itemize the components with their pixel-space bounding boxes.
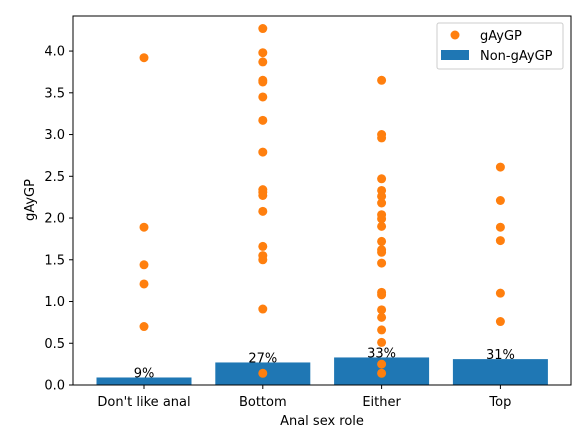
x-axis: Don't like anal Bottom Either Top xyxy=(97,385,511,410)
x-tick-label-0: Don't like anal xyxy=(97,395,190,410)
scatter-point-0-1 xyxy=(139,222,149,232)
scatter-point-3-3 xyxy=(495,236,505,246)
legend-label-gaygp: gAyGP xyxy=(480,29,522,44)
scatter-point-3-4 xyxy=(495,288,505,298)
y-tick-label-6: 3.0 xyxy=(44,128,65,143)
bar-value-label-1: 27% xyxy=(248,351,277,366)
scatter-point-1-16 xyxy=(258,368,268,378)
scatter-point-2-3 xyxy=(377,174,387,184)
legend-marker-non-gaygp xyxy=(441,50,469,60)
y-axis-label: gAyGP xyxy=(23,179,38,221)
scatter-point-2-6 xyxy=(377,198,387,208)
scatter-point-2-0 xyxy=(377,75,387,85)
scatter-point-3-5 xyxy=(495,317,505,327)
scatter-point-2-12 xyxy=(377,247,387,257)
scatter-point-0-3 xyxy=(139,279,149,289)
scatter-point-2-19 xyxy=(377,337,387,347)
scatter-point-1-4 xyxy=(258,77,268,87)
scatter-point-2-18 xyxy=(377,325,387,335)
scatter-point-1-15 xyxy=(258,304,268,314)
scatter-point-1-2 xyxy=(258,57,268,67)
legend-marker-gaygp xyxy=(450,30,460,40)
legend: gAyGP Non-gAyGP xyxy=(436,22,564,70)
scatter-point-2-5 xyxy=(377,191,387,201)
scatter-point-1-7 xyxy=(258,147,268,157)
scatter-point-2-20 xyxy=(377,359,387,369)
scatter-point-2-17 xyxy=(377,312,387,322)
scatter-point-1-12 xyxy=(258,241,268,251)
scatter-series xyxy=(139,24,505,378)
scatter-point-0-0 xyxy=(139,53,149,63)
scatter-point-3-1 xyxy=(495,196,505,205)
scatter-point-2-2 xyxy=(377,133,387,143)
legend-label-non-gaygp: Non-gAyGP xyxy=(480,49,553,64)
scatter-point-2-8 xyxy=(377,214,387,224)
x-axis-label: Anal sex role xyxy=(280,414,364,429)
y-tick-label-8: 4.0 xyxy=(44,45,65,60)
scatter-point-1-1 xyxy=(258,48,268,58)
scatter-point-1-10 xyxy=(258,190,268,200)
scatter-point-2-13 xyxy=(377,258,387,268)
y-tick-label-7: 3.5 xyxy=(44,86,65,101)
x-tick-label-2: Either xyxy=(362,395,401,410)
scatter-point-2-15 xyxy=(377,290,387,300)
scatter-point-0-4 xyxy=(139,322,149,332)
scatter-point-2-16 xyxy=(377,305,387,315)
scatter-point-1-6 xyxy=(258,115,268,125)
scatter-point-2-9 xyxy=(377,221,387,231)
y-tick-label-2: 1.0 xyxy=(44,295,65,310)
scatter-point-2-10 xyxy=(377,236,387,246)
scatter-point-1-5 xyxy=(258,92,268,102)
scatter-point-3-0 xyxy=(495,162,505,172)
bar-value-label-0: 9% xyxy=(134,366,155,381)
plot-frame xyxy=(72,15,572,386)
x-tick-label-1: Bottom xyxy=(239,395,287,410)
scatter-point-3-2 xyxy=(495,222,505,232)
scatter-point-2-21 xyxy=(377,368,387,378)
bar-value-label-3: 31% xyxy=(486,348,515,363)
bar-0 xyxy=(96,377,192,385)
scatter-point-1-14 xyxy=(258,255,268,265)
scatter-point-1-0 xyxy=(258,24,268,34)
scatter-point-0-2 xyxy=(139,260,149,270)
bar-3 xyxy=(452,359,548,385)
y-tick-label-4: 2.0 xyxy=(44,212,65,227)
bar-value-label-2: 33% xyxy=(367,346,396,361)
y-tick-label-0: 0.0 xyxy=(44,379,65,394)
bar-labels: 9% 27% 33% 31% xyxy=(134,346,515,381)
scatter-point-1-11 xyxy=(258,206,268,216)
y-axis: 0.0 0.5 1.0 1.5 2.0 2.5 3.0 3.5 4.0 xyxy=(44,45,73,394)
y-tick-label-1: 0.5 xyxy=(44,337,65,352)
y-tick-label-5: 2.5 xyxy=(44,170,65,185)
y-tick-label-3: 1.5 xyxy=(44,253,65,268)
x-tick-label-3: Top xyxy=(488,395,511,410)
